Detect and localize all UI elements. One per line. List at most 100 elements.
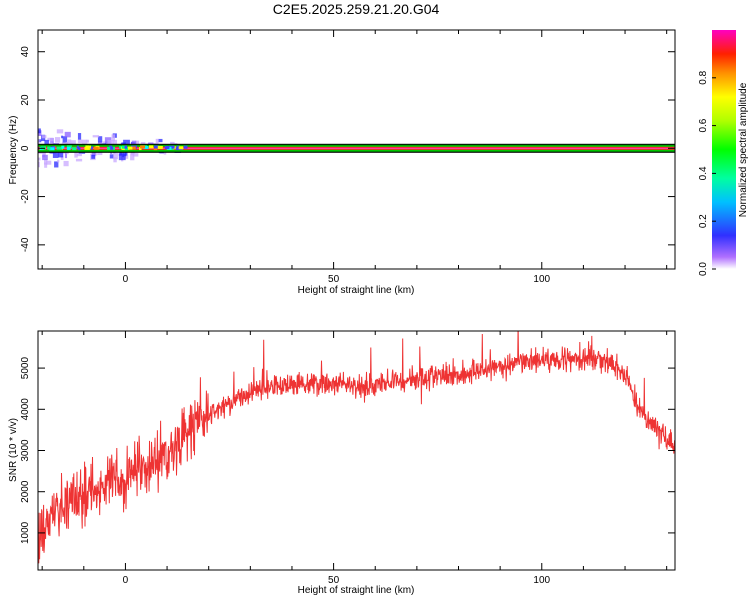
spectrogram-frame (37, 29, 676, 270)
spectral-ridge-speckle (143, 145, 149, 149)
spectral-noise-blob (38, 128, 41, 134)
spectral-noise-blob (38, 139, 40, 144)
spectrogram-ticks: 0 50 100 -40 -20 0 20 40 (20, 30, 675, 285)
spectral-noise-blob (81, 139, 88, 144)
spectral-noise-blob (77, 133, 82, 140)
spectral-noise-blob (86, 139, 89, 143)
spectral-ridge-speckle (154, 145, 159, 149)
spectral-ridge-speckle (124, 145, 128, 149)
spectrogram-y-tick-label: 0 (20, 145, 31, 151)
snr-x-tick-label: 100 (533, 575, 550, 586)
spectral-ridge-speckle (78, 147, 81, 151)
spectral-noise-blob (38, 139, 42, 143)
spectral-ridge-speckle (56, 146, 63, 150)
spectral-ridge-speckle (183, 145, 188, 149)
colorbar-tick-label: 0.2 (698, 214, 709, 228)
spectral-noise-blob (123, 139, 130, 146)
colorbar-gradient (712, 30, 736, 269)
spectral-noise-blob (65, 141, 69, 145)
spectrogram-y-tick-label: 20 (20, 94, 31, 106)
spectral-noise-blob (111, 134, 116, 142)
spectrogram-x-tick-label: 50 (328, 274, 340, 285)
spectral-noise-blob (77, 139, 83, 144)
spectral-noise-blob (56, 129, 64, 134)
colorbar-ticks: 0.0 0.2 0.4 0.6 0.8 (698, 70, 716, 276)
spectral-noise-blob (60, 156, 64, 160)
spectral-ridge-speckle (89, 146, 93, 150)
spectral-noise-blob (91, 154, 96, 159)
spectral-noise-blob (52, 152, 59, 158)
spectral-ridge-speckle (119, 145, 123, 149)
spectral-noise-blob (46, 160, 52, 165)
spectral-ridge-speckle (88, 145, 92, 149)
spectral-noise-blob (74, 150, 78, 158)
spectrogram-panel: 0 50 100 -40 -20 0 20 40 Height of straight lin… (8, 29, 676, 296)
snr-ticks: 0 50 100 1000 2000 3000 4000 5000 (20, 331, 675, 586)
spectral-ridge-speckle (169, 145, 175, 149)
spectral-noise-blob (91, 151, 96, 157)
spectral-ridge-speckle (139, 145, 146, 149)
colorbar-tick-label: 0.6 (698, 118, 709, 132)
spectral-noise-blob (113, 139, 118, 146)
spectral-ridge-speckle (66, 145, 72, 149)
spectral-noise-blob (109, 154, 114, 159)
spectral-noise-blob (163, 152, 167, 155)
spectral-noise-blob (47, 137, 54, 142)
spectral-noise-blob (155, 138, 159, 145)
spectral-noise-blob (61, 135, 64, 139)
colorbar-label: Normalized spectral amplitude (738, 82, 749, 217)
snr-y-tick-label: 1000 (20, 521, 31, 544)
spectral-ridge-speckle (94, 146, 99, 150)
spectral-ridge-speckle (108, 145, 113, 149)
snr-x-label: Height of straight line (km) (298, 585, 415, 596)
spectral-noise-blob (76, 153, 82, 157)
snr-x-tick-label: 50 (328, 575, 340, 586)
spectral-noise-blob (92, 135, 100, 138)
spectral-noise-blob (64, 152, 68, 159)
spectral-noise-blob (43, 159, 48, 165)
snr-line (38, 331, 675, 564)
spectrogram-y-tick-label: 40 (20, 46, 31, 58)
snr-panel: 0 50 100 1000 2000 3000 4000 5000 Height of str… (8, 330, 676, 596)
spectral-noise-blob (44, 162, 48, 168)
spectrogram-x-tick-label: 100 (533, 274, 550, 285)
spectral-noise-blob (132, 153, 139, 157)
spectral-noise-blob (57, 151, 64, 158)
spectral-ridge-speckle (157, 145, 163, 149)
colorbar-tick-label: 0.8 (698, 70, 709, 84)
spectral-ridge-speckle (153, 147, 158, 151)
spectral-noise-blob (54, 161, 59, 168)
spectral-noise-blob (63, 160, 69, 167)
snr-x-tick-label: 0 (123, 575, 129, 586)
spectral-ridge-speckle (85, 145, 90, 149)
colorbar-tick-label: 0.0 (698, 262, 709, 276)
spectral-ridge-speckle (61, 145, 65, 149)
snr-series (38, 331, 675, 564)
spectral-noise-blob (38, 161, 40, 168)
spectral-ridge-speckle (128, 146, 133, 150)
spectral-noise-blob (44, 139, 49, 145)
spectral-noise-blob (54, 137, 61, 143)
spectral-noise-blob (124, 155, 129, 159)
spectral-ridge-speckle (49, 147, 55, 151)
spectrogram-x-tick-label: 0 (123, 274, 129, 285)
spectral-noise-blob (107, 140, 114, 146)
spectral-ridge-speckle (72, 147, 77, 151)
spectral-ridge-band (38, 147, 675, 149)
colorbar: 0.0 0.2 0.4 0.6 0.8 Normalized spectral ampl… (698, 30, 749, 276)
spectral-ridge-speckle (149, 145, 154, 149)
snr-y-tick-label: 4000 (20, 398, 31, 421)
spectral-ridge-speckle (132, 146, 136, 150)
spectral-noise-blob (113, 157, 117, 163)
spectral-ridge-speckle (66, 146, 71, 150)
spectrogram-y-label: Frequency (Hz) (8, 116, 19, 185)
spectral-noise-blob (75, 158, 83, 162)
spectral-noise-blob (113, 152, 119, 160)
spectral-ridge-speckle (138, 147, 142, 151)
figure-title: C2E5.2025.259.21.20.G04 (273, 1, 440, 17)
spectral-noise-blob (97, 150, 103, 156)
spectrogram-x-label: Height of straight line (km) (298, 285, 415, 296)
spectral-ridge-speckle (178, 146, 184, 150)
spectral-noise-blob (42, 154, 48, 161)
spectral-noise-blob (119, 151, 122, 156)
